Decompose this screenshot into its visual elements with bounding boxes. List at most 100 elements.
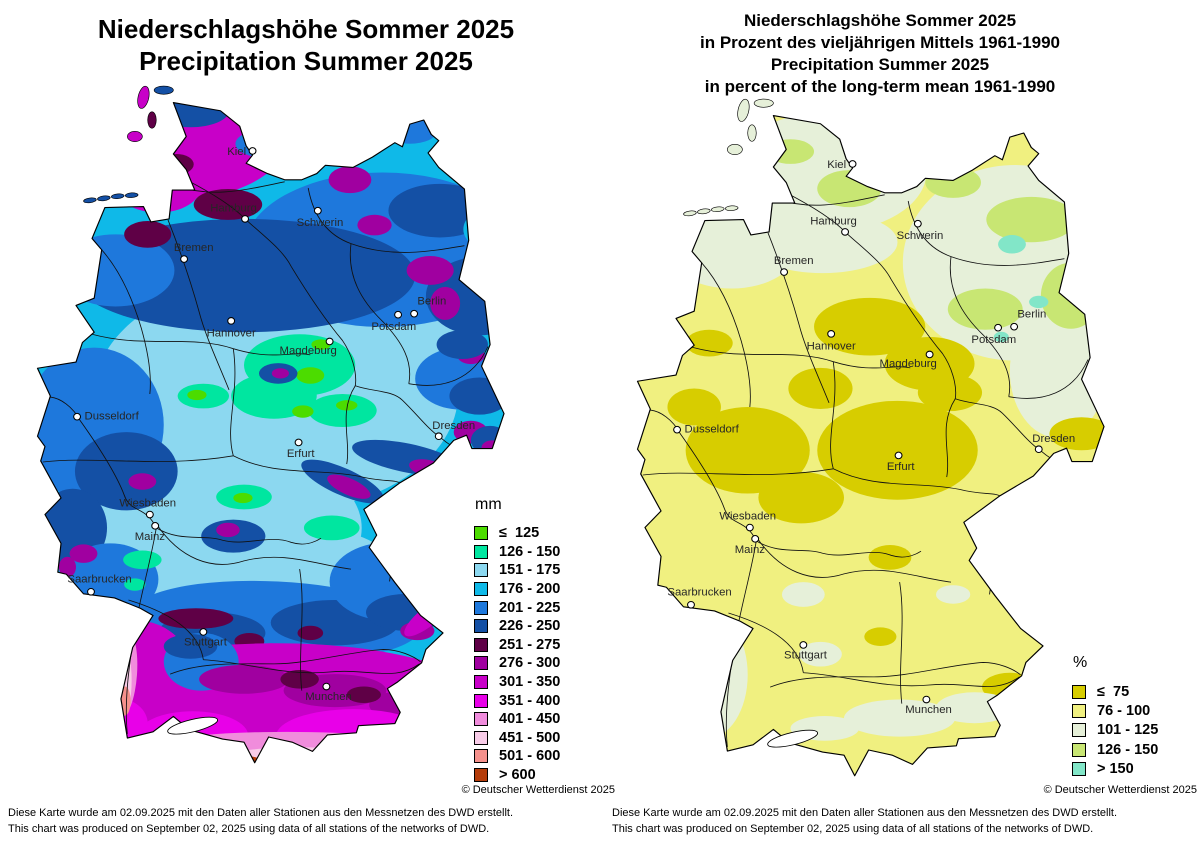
- legend-swatch: [1072, 762, 1086, 777]
- city-marker-potsdam: [394, 310, 403, 319]
- city-marker-kiel: [248, 147, 257, 155]
- city-marker-schwerin: [913, 219, 922, 228]
- city-label-hannover: Hannover: [807, 340, 856, 352]
- city-label-saarbrucken: Saarbrucken: [67, 574, 131, 586]
- legend-row: ≤ 125: [474, 524, 560, 543]
- city-label-magdeburg: Magdeburg: [280, 345, 337, 357]
- legend-label: 401 - 450: [499, 711, 561, 728]
- city-marker-schwerin: [313, 206, 322, 215]
- legend-label: 151 - 175: [499, 562, 561, 579]
- city-label-schwerin: Schwerin: [897, 230, 944, 242]
- city-label-wiesbaden: Wiesbaden: [719, 510, 776, 522]
- legend-row: 351 - 400: [474, 691, 560, 710]
- city-marker-bremen: [180, 255, 189, 263]
- lake-constance: [767, 729, 819, 748]
- city-label-berlin: Berlin: [1017, 309, 1046, 321]
- legend-row: 301 - 350: [474, 673, 560, 692]
- legend-swatch: [1072, 704, 1086, 719]
- legend-swatch: [474, 526, 488, 541]
- legend-label: 226 - 250: [499, 618, 561, 635]
- island: [697, 208, 711, 215]
- legend-swatch: [1072, 723, 1086, 738]
- city-marker-potsdam: [994, 323, 1003, 332]
- city-marker-magdeburg: [325, 337, 334, 346]
- legend-row: > 150: [1072, 760, 1158, 779]
- city-marker-stuttgart: [799, 641, 808, 649]
- city-marker-dusseldorf: [73, 412, 82, 421]
- city-label-hamburg: Hamburg: [810, 216, 857, 228]
- legend-mm-rows: ≤ 125 126 - 150 151 - 175 176 - 200 201 - 22…: [474, 524, 560, 784]
- legend-swatch: [474, 730, 488, 745]
- city-label-munchen: Munchen: [305, 691, 352, 703]
- city-label-bremen: Bremen: [774, 255, 814, 267]
- legend-row: 151 - 175: [474, 561, 560, 580]
- city-marker-magdeburg: [925, 350, 934, 359]
- city-label-berlin: Berlin: [417, 296, 446, 308]
- legend-label: 176 - 200: [499, 581, 561, 598]
- legend-swatch: [474, 563, 488, 578]
- city-label-hamburg: Hamburg: [210, 203, 257, 215]
- left-map-title: Niederschlagshöhe Sommer 2025 Precipitat…: [56, 13, 556, 77]
- legend-label: > 150: [1097, 761, 1134, 778]
- city-label-hannover: Hannover: [207, 327, 256, 339]
- city-marker-berlin: [1010, 322, 1019, 331]
- legend-row: 201 - 225: [474, 598, 560, 617]
- footer-right-line2: This chart was produced on September 02,…: [612, 822, 1094, 835]
- island: [137, 85, 150, 109]
- island: [97, 195, 111, 202]
- city-marker-munchen: [922, 695, 931, 704]
- legend-mm: mm ≤ 125 126 - 150 151 - 175 176 - 200 201 -…: [474, 496, 560, 784]
- city-marker-saarbrucken: [87, 587, 95, 596]
- legend-swatch: [474, 637, 488, 652]
- city-marker-berlin: [410, 309, 419, 318]
- legend-row: ≤ 75: [1072, 682, 1158, 701]
- city-marker-erfurt: [894, 451, 903, 460]
- legend-swatch: [474, 693, 488, 708]
- island: [747, 124, 757, 142]
- city-layer: Kiel Hamburg Schwerin Bremen Berlin Potsdam Ha…: [67, 146, 475, 703]
- island: [153, 85, 174, 95]
- city-marker-dresden: [1034, 445, 1043, 454]
- legend-swatch: [474, 619, 488, 634]
- precipitation-field: [37, 102, 505, 763]
- island: [147, 111, 157, 129]
- city-label-magdeburg: Magdeburg: [880, 358, 937, 370]
- legend-swatch: [474, 749, 488, 764]
- island: [753, 98, 774, 108]
- legend-label: > 600: [499, 767, 536, 784]
- left-title-line1: Niederschlagshöhe Sommer 2025: [97, 14, 515, 44]
- city-label-schwerin: Schwerin: [297, 217, 344, 229]
- city-marker-mainz: [151, 522, 160, 530]
- legend-swatch: [474, 600, 488, 615]
- copyright-right: © Deutscher Wetterdienst 2025: [1043, 784, 1197, 796]
- legend-swatch: [474, 656, 488, 671]
- legend-label: 501 - 600: [499, 748, 561, 765]
- precipitation-map-mm: Kiel Hamburg Schwerin Bremen Berlin Potsdam Ha…: [36, 85, 505, 764]
- legend-label: 351 - 400: [499, 692, 561, 709]
- legend-label: ≤ 75: [1097, 683, 1130, 700]
- legend-label: 201 - 225: [499, 599, 561, 616]
- legend-label: 301 - 350: [499, 674, 561, 691]
- precipitation-map-percent: Kiel Hamburg Schwerin Bremen Berlin Potsdam Ha…: [636, 98, 1105, 777]
- footer-left-line1: Diese Karte wurde am 02.09.2025 mit den …: [8, 807, 514, 819]
- city-label-kiel: Kiel: [827, 159, 846, 171]
- legend-label: 251 - 275: [499, 636, 561, 653]
- island: [127, 131, 143, 142]
- island: [683, 210, 697, 217]
- legend-label: ≤ 125: [499, 525, 540, 542]
- legend-row: 126 - 150: [1072, 740, 1158, 759]
- city-layer: Kiel Hamburg Schwerin Bremen Berlin Potsdam Ha…: [667, 159, 1075, 716]
- legend-row: 76 - 100: [1072, 701, 1158, 720]
- city-label-dresden: Dresden: [432, 420, 475, 432]
- legend-pct: % ≤ 75 76 - 100 101 - 125 126 - 150 > 150: [1072, 654, 1158, 779]
- city-label-mainz: Mainz: [135, 531, 166, 543]
- city-marker-kiel: [848, 160, 857, 168]
- legend-row: 276 - 300: [474, 654, 560, 673]
- island: [83, 197, 97, 204]
- left-title-line2: Precipitation Summer 2025: [139, 46, 473, 76]
- germany-outline: [36, 101, 505, 764]
- footer-left: Diese Karte wurde am 02.09.2025 mit den …: [8, 806, 513, 837]
- island: [724, 205, 739, 211]
